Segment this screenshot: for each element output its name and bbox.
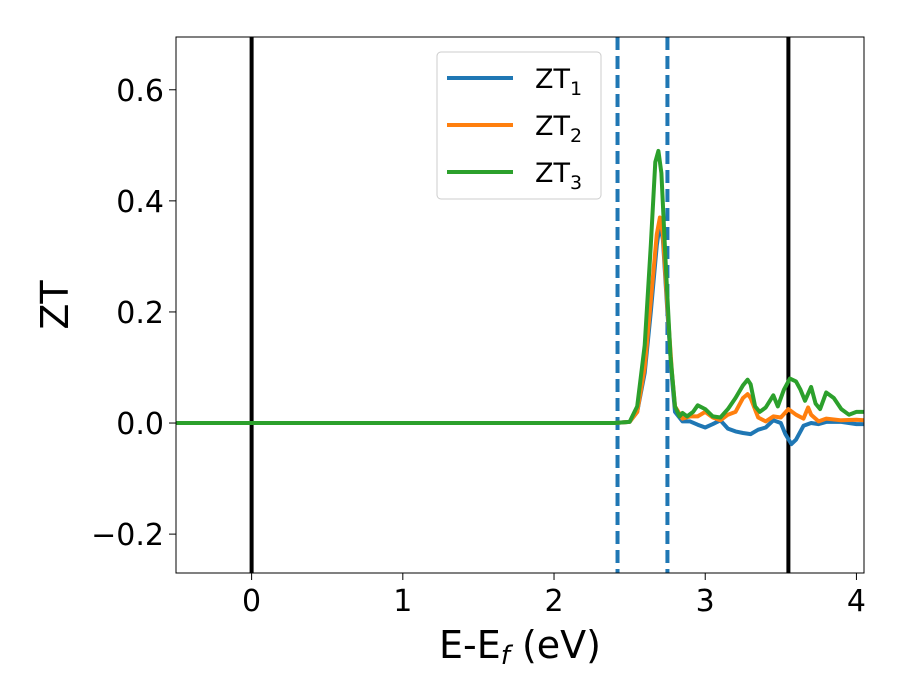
legend-label-main-2: ZT <box>535 111 570 142</box>
x-tick-label-1: 1 <box>393 584 412 619</box>
series-line-2 <box>176 215 864 425</box>
legend-label-subscript-2: 2 <box>570 125 582 147</box>
y-tick-label-2: 0.2 <box>116 296 164 331</box>
legend-label-main-1: ZT <box>535 64 570 95</box>
x-tick-label-2: 2 <box>544 584 563 619</box>
y-tick-label-0: −0.2 <box>91 518 164 553</box>
x-tick-label-4: 4 <box>847 584 866 619</box>
legend-label-1: ZT1 <box>535 64 582 100</box>
x-tick-label-0: 0 <box>242 584 261 619</box>
x-tick-label-3: 3 <box>696 584 715 619</box>
x-axis-label-main: E-E <box>439 623 501 667</box>
y-tick-label-4: 0.6 <box>116 74 164 109</box>
plot-frame <box>175 36 865 574</box>
x-axis-label: E-Ef (eV) <box>439 623 601 671</box>
y-axis: −0.2 0.0 0.2 0.4 0.6 <box>91 74 176 553</box>
series-lines <box>176 148 864 447</box>
x-axis-label-unit: (eV) <box>510 623 601 667</box>
legend-label-main-3: ZT <box>535 158 570 189</box>
y-axis-label: ZT <box>33 280 77 330</box>
legend-label-3: ZT3 <box>535 158 582 194</box>
y-tick-label-1: 0.0 <box>116 407 164 442</box>
x-axis: 0 1 2 3 4 <box>242 573 866 619</box>
y-tick-label-3: 0.4 <box>116 185 164 220</box>
legend-label-2: ZT2 <box>535 111 582 147</box>
legend-box <box>436 51 602 200</box>
legend-label-subscript-3: 3 <box>570 172 582 194</box>
series-line-3 <box>176 148 864 425</box>
legend-label-subscript-1: 1 <box>570 78 582 100</box>
